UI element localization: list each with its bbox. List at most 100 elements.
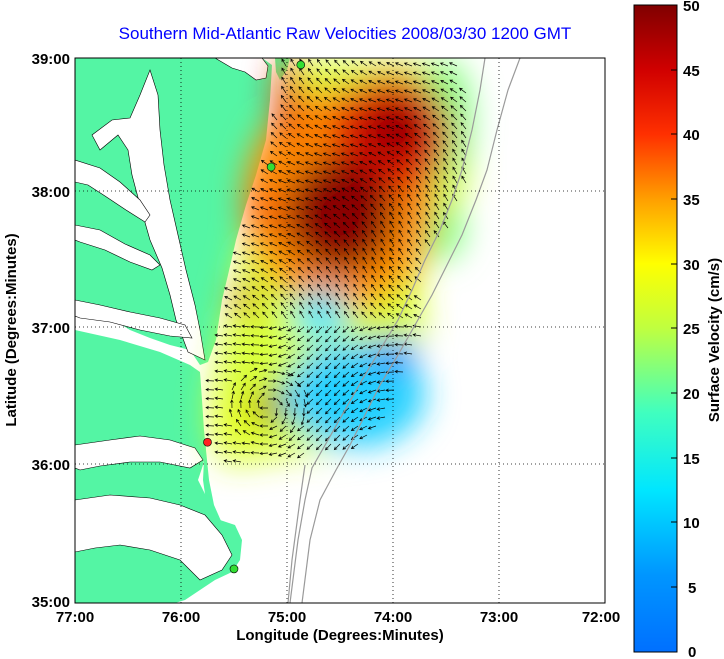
- velocity-arrow: [342, 416, 350, 423]
- velocity-arrow: [299, 310, 305, 319]
- velocity-arrow: [288, 267, 296, 274]
- velocity-arrow: [371, 238, 377, 247]
- velocity-arrow: [415, 175, 422, 184]
- velocity-arrow: [425, 220, 431, 229]
- velocity-arrow: [335, 283, 341, 292]
- velocity-arrow: [323, 125, 332, 130]
- velocity-arrow: [298, 95, 305, 103]
- velocity-arrow: [326, 283, 332, 292]
- velocity-arrow: [290, 76, 296, 85]
- velocity-arrow: [334, 248, 341, 256]
- velocity-arrow: [340, 134, 350, 139]
- velocity-arrow: [214, 351, 224, 355]
- velocity-arrow: [335, 310, 341, 319]
- y-tick-label: 37:00: [32, 320, 70, 337]
- velocity-arrow: [233, 304, 242, 310]
- velocity-arrow: [403, 80, 413, 85]
- velocity-arrow: [377, 160, 386, 166]
- velocity-arrow: [450, 113, 458, 121]
- velocity-arrow: [277, 206, 287, 211]
- velocity-arrow: [270, 276, 278, 283]
- velocity-arrow: [278, 434, 287, 440]
- velocity-arrow: [214, 405, 224, 409]
- velocity-arrow: [287, 371, 296, 377]
- velocity-arrow: [306, 257, 314, 265]
- velocity-arrow: [325, 443, 332, 451]
- velocity-arrow: [305, 114, 314, 121]
- velocity-arrow: [296, 344, 305, 351]
- velocity-arrow: [308, 310, 314, 319]
- velocity-arrow: [304, 197, 314, 202]
- velocity-arrow: [277, 215, 287, 220]
- velocity-arrow: [395, 125, 404, 130]
- bays-water: [75, 58, 269, 581]
- velocity-arrow: [285, 380, 294, 386]
- velocity-arrow: [315, 380, 323, 388]
- velocity-arrow: [259, 215, 269, 220]
- velocity-arrow: [285, 398, 290, 407]
- velocity-arrow: [405, 158, 413, 166]
- velocity-arrow: [379, 194, 386, 202]
- velocity-arrow: [261, 294, 269, 301]
- velocity-arrow: [359, 169, 368, 175]
- velocity-arrow: [297, 104, 305, 112]
- velocity-arrow: [234, 312, 242, 319]
- velocity-arrow: [259, 343, 269, 348]
- velocity-arrow: [287, 250, 296, 256]
- velocity-arrow: [370, 220, 377, 229]
- velocity-arrow: [331, 179, 341, 184]
- velocity-arrow: [271, 122, 278, 130]
- velocity-arrow: [407, 229, 413, 238]
- velocity-arrow: [397, 193, 404, 202]
- velocity-arrow: [422, 98, 431, 103]
- velocity-arrow: [358, 98, 368, 103]
- velocity-arrow: [259, 361, 269, 366]
- velocity-arrow: [397, 185, 404, 193]
- velocity-arrow: [416, 229, 422, 238]
- velocity-arrow: [281, 416, 287, 425]
- velocity-arrow: [242, 430, 251, 436]
- velocity-arrow: [279, 132, 287, 139]
- x-tick-label: 76:00: [162, 609, 200, 626]
- velocity-arrow: [379, 293, 386, 301]
- velocity-arrow: [387, 159, 395, 166]
- velocity-arrow: [368, 160, 377, 166]
- colorbar-tick-label: 40: [683, 127, 700, 144]
- velocity-arrow: [415, 248, 422, 256]
- velocity-arrow: [296, 142, 305, 148]
- shelf-contour-1: [289, 58, 486, 603]
- velocity-arrow: [389, 265, 395, 274]
- velocity-arrow: [232, 333, 242, 337]
- velocity-arrow: [296, 241, 305, 247]
- velocity-arrow: [359, 362, 368, 368]
- velocity-arrow: [342, 221, 350, 229]
- velocity-arrow: [350, 353, 359, 360]
- velocity-arrow: [460, 113, 467, 121]
- velocity-arrow: [260, 268, 269, 274]
- velocity-arrow: [342, 213, 350, 220]
- velocity-arrow: [332, 205, 341, 211]
- velocity-arrow: [389, 247, 395, 256]
- velocity-arrow: [331, 161, 341, 166]
- velocity-arrow: [307, 275, 314, 283]
- velocity-arrow: [331, 134, 341, 139]
- velocity-arrow: [326, 274, 332, 283]
- velocity-arrow: [242, 286, 251, 292]
- velocity-arrow: [340, 161, 350, 166]
- velocity-arrow: [306, 344, 314, 351]
- velocity-arrow: [443, 175, 449, 184]
- velocity-arrow: [376, 134, 386, 139]
- velocity-arrow: [296, 452, 305, 459]
- velocity-arrow: [287, 335, 296, 341]
- velocity-arrow: [268, 362, 278, 366]
- velocity-arrow: [260, 260, 269, 265]
- velocity-arrow: [403, 333, 413, 337]
- velocity-arrow: [403, 62, 413, 67]
- velocity-arrow: [334, 239, 341, 247]
- velocity-arrow: [342, 371, 350, 378]
- velocity-arrow: [296, 353, 305, 360]
- velocity-arrow: [314, 206, 323, 211]
- velocity-arrow: [307, 266, 314, 274]
- colorbar-gradient: [633, 4, 678, 653]
- velocity-arrow: [325, 398, 332, 406]
